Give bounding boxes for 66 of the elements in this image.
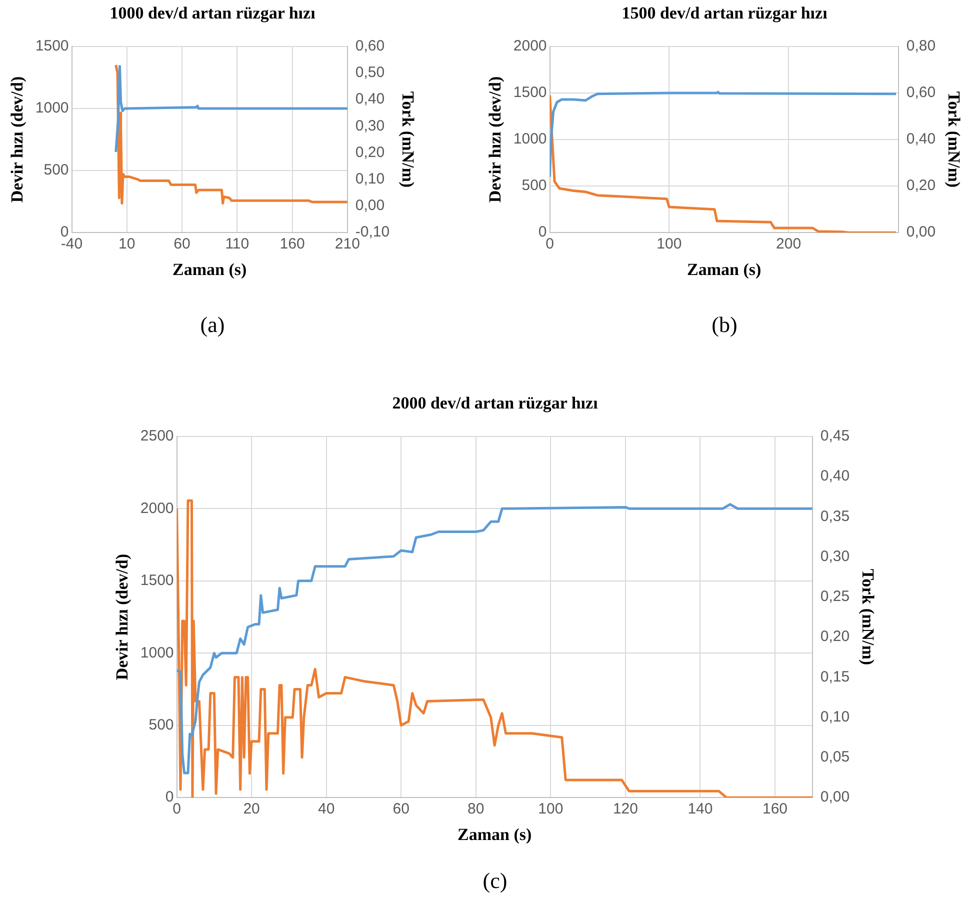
- y2-tick-label: 0,05: [820, 748, 850, 766]
- x-tick-label: 20: [243, 800, 260, 818]
- y2-tick-label: 0,40: [906, 130, 936, 148]
- y-tick-label: 1500: [513, 84, 547, 102]
- y2-tick-label: 0,00: [355, 197, 385, 214]
- y-tick-label: 0: [538, 224, 547, 241]
- y2-axis-title: Tork (mN/m): [944, 91, 964, 188]
- x-tick-label: 120: [612, 800, 638, 818]
- y-axis-title: Devir hızı (dev/d): [8, 76, 27, 203]
- y-tick-label: 1500: [35, 38, 69, 55]
- x-axis-title: Zaman (s): [172, 260, 247, 280]
- x-tick-label: 160: [762, 800, 788, 818]
- y2-tick-label: 0,40: [355, 90, 385, 108]
- y2-axis-title: Tork (mN/m): [398, 91, 418, 188]
- x-tick-label: 40: [318, 800, 335, 818]
- y2-tick-label: 0,20: [355, 144, 385, 161]
- y2-tick-label: 0,45: [820, 428, 850, 445]
- chart-title: 1000 dev/d artan rüzgar hızı: [110, 4, 316, 23]
- y2-tick-label: 0,25: [820, 588, 850, 606]
- y2-tick-label: 0,20: [906, 177, 936, 194]
- chart-title: 1500 dev/d artan rüzgar hızı: [622, 4, 828, 23]
- y2-tick-label: 0,00: [906, 224, 936, 241]
- y2-tick-label: 0,40: [820, 468, 850, 485]
- y-tick-label: 2000: [140, 500, 174, 517]
- y2-tick-label: 0,60: [906, 84, 936, 102]
- x-tick-label: 60: [392, 800, 410, 818]
- x-tick-label: 200: [776, 236, 802, 253]
- y2-axis-title: Tork (mN/m): [858, 568, 878, 666]
- y-tick-label: 500: [522, 177, 547, 194]
- y-axis-title: Devir hızı (dev/d): [112, 554, 132, 680]
- x-tick-label: 10: [118, 236, 136, 253]
- x-tick-label: 100: [656, 236, 682, 253]
- chart-title: 2000 dev/d artan rüzgar hızı: [392, 394, 598, 413]
- y-tick-label: 1000: [513, 130, 547, 148]
- y2-tick-label: 0,10: [355, 170, 385, 188]
- y-tick-label: 1500: [140, 572, 174, 590]
- text: (c): [482, 868, 508, 894]
- x-tick-label: 100: [538, 800, 564, 818]
- y2-tick-label: 0,10: [820, 708, 850, 726]
- y-axis-title: Devir hızı (dev/d): [486, 76, 505, 203]
- y2-tick-label: 0,30: [355, 117, 385, 134]
- y2-tick-label: 0,80: [906, 38, 936, 55]
- text: (a): [199, 312, 226, 338]
- y-tick-label: 1000: [140, 644, 174, 662]
- x-tick-label: 60: [174, 236, 190, 253]
- x-axis-title: Zaman (s): [458, 825, 532, 844]
- y2-tick-label: 0,35: [820, 508, 850, 525]
- y2-tick-label: 0,30: [820, 548, 850, 565]
- x-tick-label: 80: [468, 800, 484, 818]
- x-tick-label: 110: [225, 236, 250, 253]
- y2-tick-label: 0,00: [820, 788, 850, 806]
- x-tick-label: 210: [334, 236, 360, 253]
- y-tick-label: 0: [165, 788, 174, 806]
- y-tick-label: 500: [148, 716, 174, 734]
- y-tick-label: 2000: [513, 38, 547, 55]
- x-axis-title: Zaman (s): [687, 260, 762, 280]
- text: (b): [710, 312, 738, 338]
- y-tick-label: 500: [44, 162, 69, 179]
- y-tick-label: 2500: [140, 428, 174, 445]
- x-tick-label: 140: [688, 800, 713, 818]
- x-tick-label: 160: [280, 236, 305, 253]
- y2-tick-label: 0,60: [355, 38, 385, 55]
- y-tick-label: 1000: [35, 100, 69, 117]
- y2-tick-label: 0,50: [355, 64, 385, 82]
- y2-tick-label: 0,15: [820, 668, 850, 686]
- y2-tick-label: 0,20: [820, 628, 850, 646]
